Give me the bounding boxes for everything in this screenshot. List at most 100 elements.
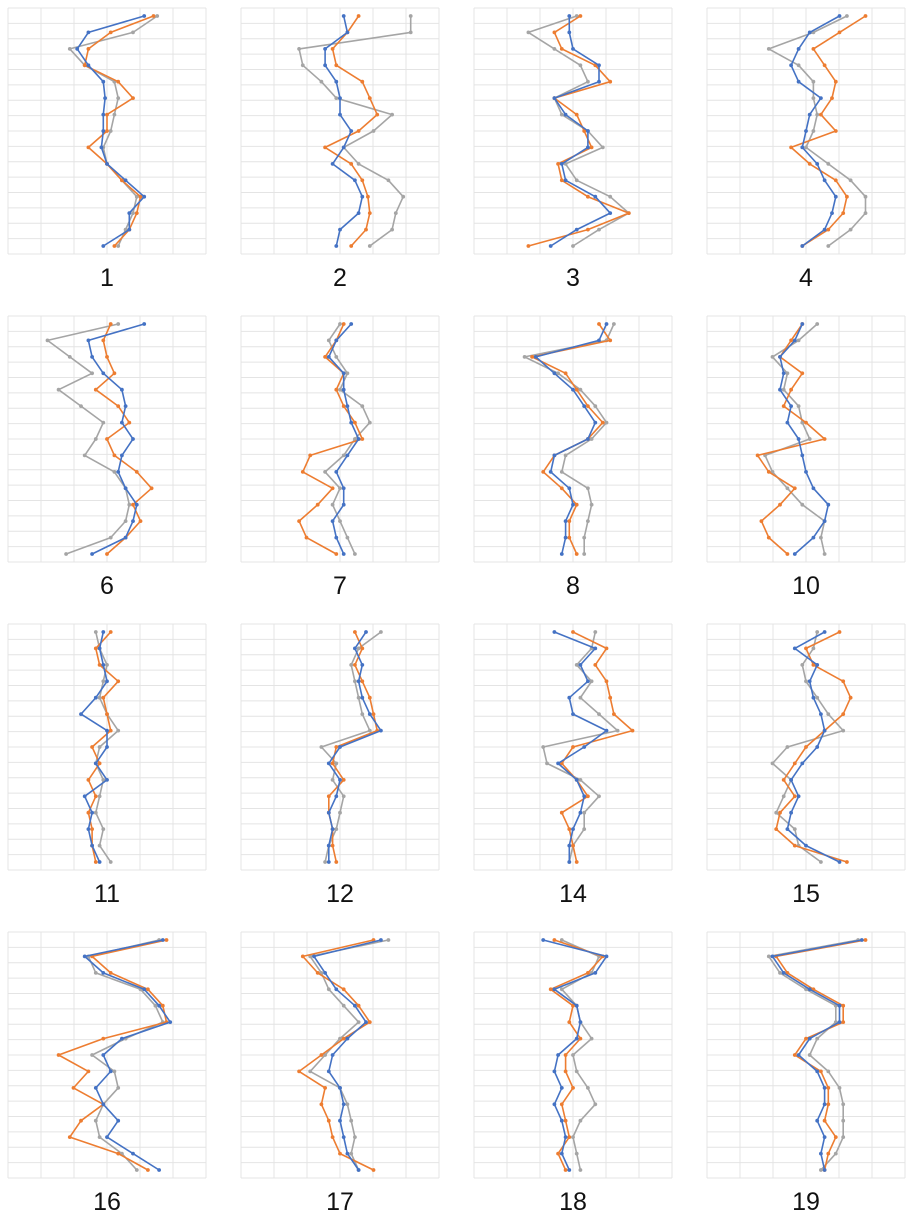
data-point bbox=[375, 112, 380, 117]
data-point bbox=[586, 404, 590, 408]
data-point bbox=[789, 387, 793, 392]
data-point bbox=[116, 679, 121, 684]
data-point bbox=[338, 387, 342, 392]
data-point bbox=[608, 695, 613, 700]
series-blue bbox=[75, 14, 147, 248]
data-point bbox=[297, 519, 301, 523]
data-point bbox=[792, 761, 797, 766]
data-point bbox=[778, 971, 782, 975]
data-point bbox=[90, 810, 94, 815]
data-point bbox=[586, 79, 590, 84]
data-point bbox=[64, 552, 68, 556]
data-point bbox=[781, 778, 786, 782]
data-point bbox=[67, 1135, 72, 1139]
data-point bbox=[837, 630, 842, 634]
data-point bbox=[811, 695, 816, 700]
data-point bbox=[807, 679, 812, 684]
data-point bbox=[789, 63, 793, 68]
series-blue bbox=[82, 938, 173, 1172]
data-point bbox=[563, 1168, 568, 1172]
data-point bbox=[86, 1069, 91, 1074]
data-point bbox=[323, 145, 327, 150]
data-point bbox=[326, 1069, 331, 1074]
data-point bbox=[345, 30, 350, 35]
data-point bbox=[108, 728, 113, 733]
data-point bbox=[815, 1069, 820, 1074]
data-point bbox=[574, 552, 579, 556]
data-point bbox=[97, 1135, 102, 1139]
data-point bbox=[360, 695, 365, 700]
data-point bbox=[571, 244, 575, 248]
data-point bbox=[559, 486, 564, 491]
data-point bbox=[97, 794, 102, 799]
data-point bbox=[108, 971, 113, 975]
data-point bbox=[589, 145, 594, 150]
data-point bbox=[330, 502, 335, 507]
data-point bbox=[819, 112, 823, 117]
data-point bbox=[837, 1086, 842, 1090]
data-point bbox=[574, 1069, 579, 1074]
data-point bbox=[56, 1053, 61, 1057]
data-point bbox=[556, 371, 560, 376]
chart-panel: 7 bbox=[240, 315, 440, 612]
data-point bbox=[826, 162, 831, 166]
data-point bbox=[123, 535, 128, 540]
data-point bbox=[556, 1053, 560, 1057]
data-point bbox=[822, 1135, 827, 1139]
series-orange bbox=[93, 322, 154, 556]
data-point bbox=[338, 227, 342, 232]
data-point bbox=[526, 244, 531, 248]
data-point bbox=[93, 646, 98, 651]
data-point bbox=[82, 63, 87, 68]
data-point bbox=[781, 794, 786, 799]
data-point bbox=[334, 96, 339, 100]
data-point bbox=[600, 145, 605, 150]
data-point bbox=[86, 63, 91, 68]
series-gray bbox=[323, 322, 372, 556]
data-point bbox=[826, 712, 831, 716]
data-point bbox=[578, 1118, 583, 1123]
data-point bbox=[123, 404, 128, 408]
series-orange bbox=[526, 14, 631, 248]
line-chart bbox=[240, 315, 440, 563]
data-point bbox=[93, 387, 98, 392]
data-point bbox=[101, 79, 106, 84]
data-point bbox=[131, 30, 135, 35]
series-blue bbox=[778, 322, 831, 556]
line-chart bbox=[706, 7, 906, 255]
data-point bbox=[574, 387, 579, 392]
data-point bbox=[574, 778, 579, 782]
data-point bbox=[300, 63, 305, 68]
data-point bbox=[97, 695, 102, 700]
data-point bbox=[815, 322, 820, 326]
data-point bbox=[789, 404, 793, 408]
data-point bbox=[822, 630, 827, 634]
data-point bbox=[112, 244, 117, 248]
data-point bbox=[408, 14, 413, 18]
gridlines bbox=[240, 315, 440, 563]
data-point bbox=[356, 1168, 361, 1172]
data-point bbox=[800, 502, 805, 507]
data-point bbox=[330, 1135, 335, 1139]
panel-number-label: 16 bbox=[93, 1188, 121, 1216]
line-chart bbox=[7, 7, 207, 255]
series-orange bbox=[82, 14, 156, 248]
data-point bbox=[79, 712, 83, 716]
data-point bbox=[571, 630, 575, 634]
data-point bbox=[815, 695, 820, 700]
data-point bbox=[93, 810, 98, 815]
data-point bbox=[822, 519, 827, 523]
data-point bbox=[770, 355, 775, 359]
chart-panel: 19 bbox=[706, 931, 906, 1228]
data-point bbox=[755, 453, 760, 458]
data-point bbox=[563, 178, 568, 183]
panel-number-label: 2 bbox=[333, 264, 347, 292]
data-point bbox=[326, 843, 331, 848]
data-point bbox=[589, 1036, 594, 1041]
data-point bbox=[142, 987, 147, 992]
data-point bbox=[408, 30, 413, 35]
data-point bbox=[567, 486, 572, 491]
data-point bbox=[353, 679, 357, 684]
chart-panel: 16 bbox=[7, 931, 207, 1228]
data-point bbox=[563, 1053, 568, 1057]
